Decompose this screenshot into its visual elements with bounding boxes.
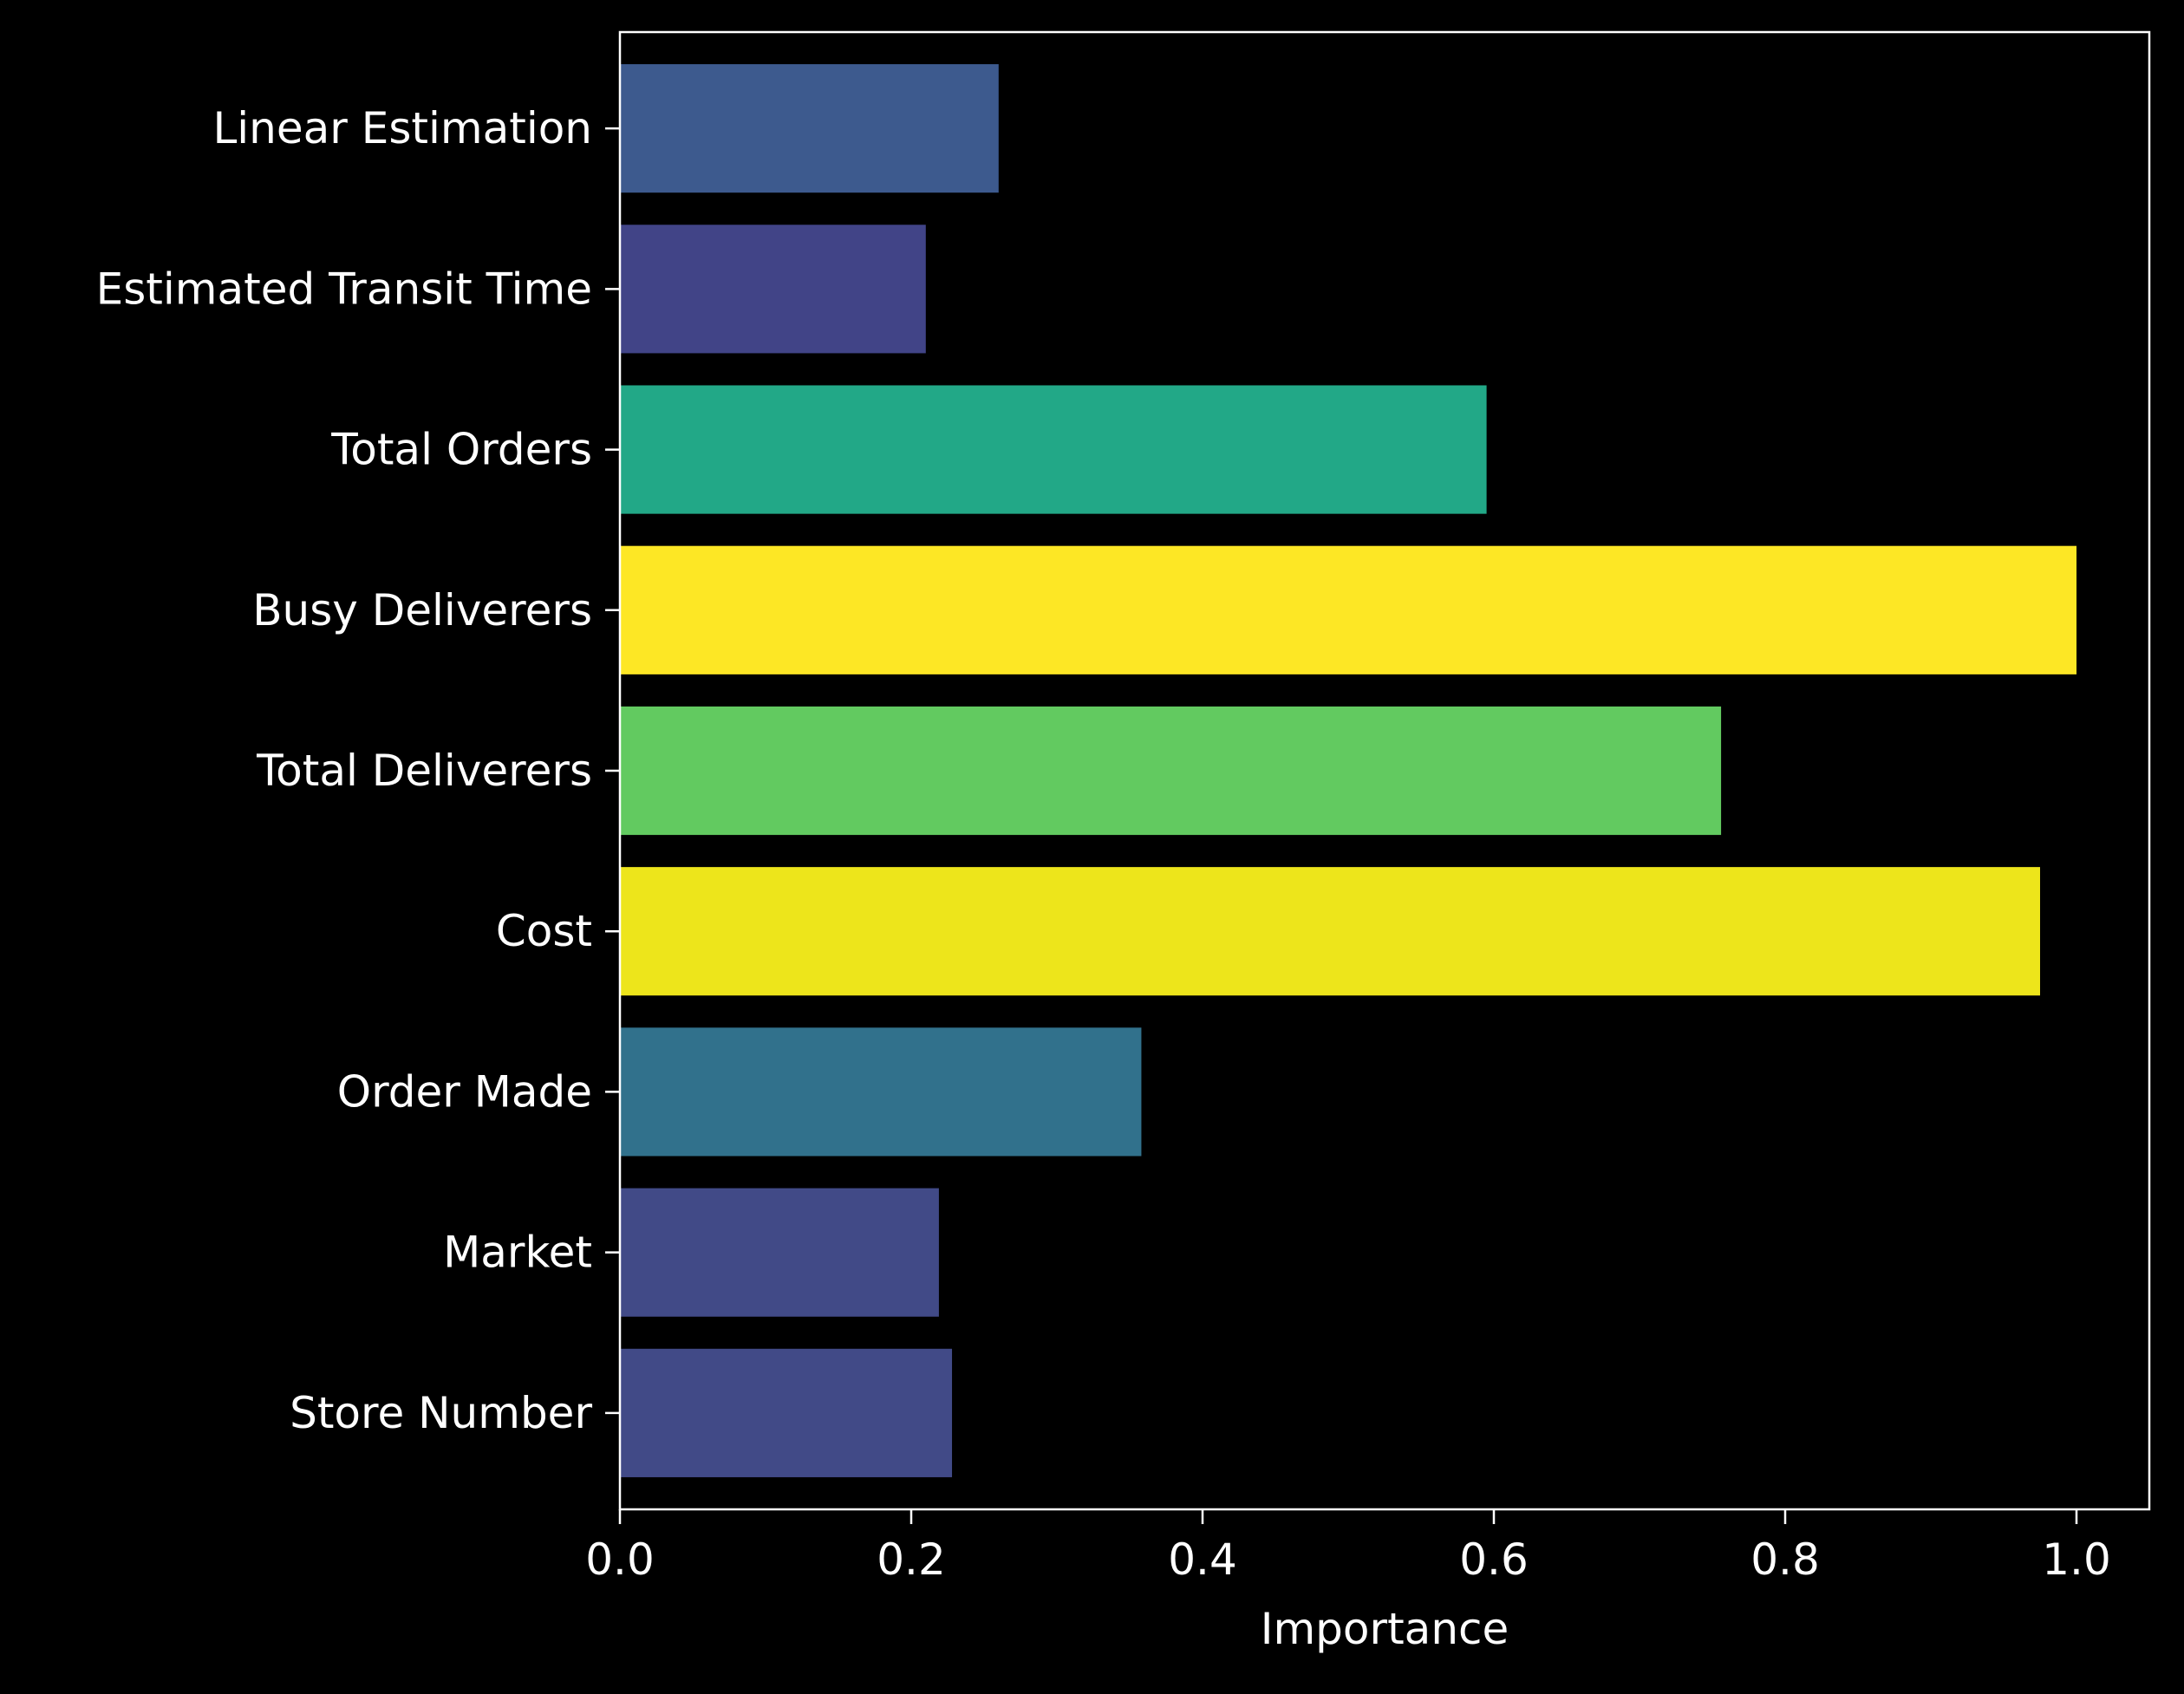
- y-tick-label: Cost: [496, 906, 592, 956]
- bar-market: [620, 1188, 939, 1317]
- y-tick-label: Total Orders: [330, 425, 592, 475]
- bar-total-deliverers: [620, 706, 1722, 836]
- x-axis-ticks: 0.0 0.2 0.4 0.6 0.8 1.0: [585, 1509, 2111, 1585]
- bars-group: [620, 64, 2076, 1477]
- x-tick-label: 0.6: [1459, 1534, 1529, 1585]
- x-tick-label: 0.8: [1750, 1534, 1820, 1585]
- bar-store-number: [620, 1348, 953, 1477]
- x-tick-label: 0.4: [1168, 1534, 1237, 1585]
- x-tick-label: 0.2: [877, 1534, 946, 1585]
- y-tick-label: Busy Deliverers: [252, 585, 592, 635]
- x-axis-label: Importance: [1261, 1604, 1509, 1654]
- y-axis-ticks: Store Number Market Order Made Cost Total De…: [96, 103, 620, 1438]
- bar-total-orders: [620, 385, 1487, 514]
- bar-busy-deliverers: [620, 545, 2076, 674]
- y-tick-label: Linear Estimation: [212, 103, 592, 153]
- bar-order-made: [620, 1027, 1142, 1156]
- y-tick-label: Order Made: [337, 1066, 592, 1117]
- y-tick-label: Market: [443, 1228, 592, 1278]
- bar-cost: [620, 867, 2040, 996]
- x-tick-label: 1.0: [2042, 1534, 2111, 1585]
- x-tick-label: 0.0: [585, 1534, 655, 1585]
- y-tick-label: Estimated Transit Time: [96, 264, 592, 314]
- bar-linear-estimation: [620, 64, 999, 193]
- y-tick-label: Total Deliverers: [256, 746, 592, 796]
- y-tick-label: Store Number: [290, 1388, 592, 1438]
- bar-estimated-transit-time: [620, 225, 926, 354]
